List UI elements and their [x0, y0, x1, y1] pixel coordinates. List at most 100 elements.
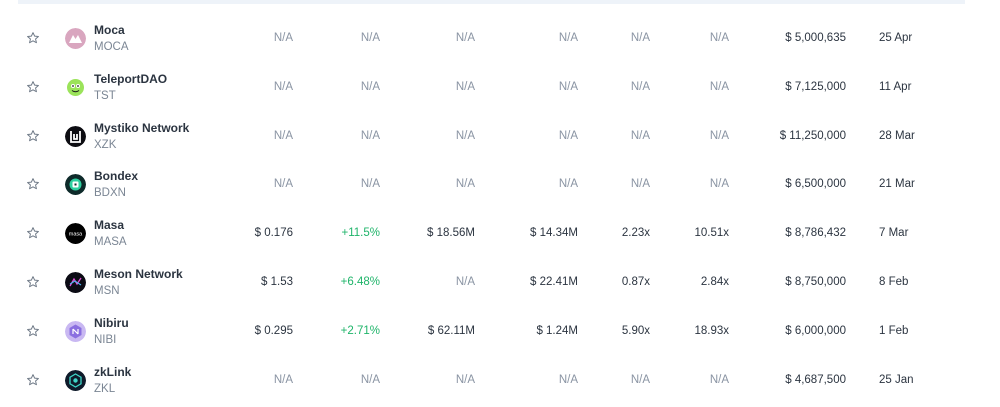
price-cell: N/A	[273, 80, 293, 93]
star-icon[interactable]	[26, 31, 40, 45]
token-name[interactable]: Nibiru	[94, 315, 129, 330]
fdv-cell: $ 22.41M	[530, 275, 578, 288]
table-row[interactable]: Nibiru NIBI $ 0.295 +2.71% $ 62.11M $ 1.…	[0, 307, 1000, 356]
roi-cell: N/A	[709, 373, 729, 386]
token-name[interactable]: TeleportDAO	[94, 71, 168, 86]
date-cell: 8 Feb	[879, 275, 909, 288]
fdv-cell: N/A	[558, 373, 578, 386]
table-row[interactable]: masa Masa MASA $ 0.176 +11.5% $ 18.56M $…	[0, 209, 1000, 258]
price-cell: N/A	[273, 32, 293, 44]
price-cell: $ 1.53	[261, 275, 293, 288]
star-icon[interactable]	[26, 177, 40, 191]
token-name[interactable]: Meson Network	[94, 266, 183, 281]
star-icon[interactable]	[26, 226, 40, 240]
date-cell: 1 Feb	[879, 324, 909, 337]
raise-cell: $ 5,000,635	[785, 32, 846, 44]
market-cap-cell: $ 62.11M	[427, 324, 475, 337]
token-symbol: NIBI	[94, 333, 117, 346]
date-cell: 21 Mar	[879, 178, 915, 191]
token-symbol: MSN	[94, 284, 120, 297]
price-cell: $ 0.295	[254, 324, 293, 337]
table-row[interactable]: zkLink ZKL N/A N/A N/A N/A N/A N/A $ 4,6…	[0, 356, 1000, 405]
star-icon[interactable]	[26, 373, 40, 387]
top-divider	[18, 0, 965, 4]
meson-logo-icon	[65, 271, 86, 293]
change-cell: +2.71%	[340, 324, 380, 337]
raise-cell: $ 7,125,000	[785, 80, 846, 93]
raise-cell: $ 6,000,000	[785, 324, 846, 337]
date-cell: 25 Apr	[879, 32, 913, 44]
roi-cell: 5.90x	[621, 324, 650, 337]
price-cell: N/A	[273, 178, 293, 191]
masa-logo-icon: masa	[65, 223, 86, 245]
change-cell: +6.48%	[340, 275, 380, 288]
token-symbol: XZK	[94, 138, 117, 151]
price-cell: N/A	[273, 129, 293, 142]
market-cap-cell: N/A	[455, 275, 475, 288]
nibiru-logo-icon	[65, 320, 86, 342]
table-row[interactable]: Moca MOCA N/A N/A N/A N/A N/A N/A $ 5,00…	[0, 14, 1000, 63]
market-cap-cell: $ 18.56M	[427, 227, 475, 240]
change-cell: N/A	[360, 178, 380, 191]
token-symbol: TST	[94, 89, 116, 102]
star-icon[interactable]	[26, 324, 40, 338]
roi-cell: N/A	[709, 80, 729, 93]
star-icon[interactable]	[26, 275, 40, 289]
star-icon[interactable]	[26, 80, 40, 94]
teleportdao-logo-icon	[65, 76, 86, 98]
token-symbol: MOCA	[94, 41, 129, 53]
market-cap-cell: N/A	[455, 32, 475, 44]
raise-cell: $ 11,250,000	[779, 129, 846, 142]
moca-logo-icon	[65, 28, 86, 49]
token-symbol: ZKL	[94, 382, 116, 395]
roi-cell: N/A	[630, 32, 650, 44]
token-name[interactable]: Mystiko Network	[94, 120, 190, 135]
bondex-logo-icon	[65, 174, 86, 196]
raise-cell: $ 4,687,500	[785, 373, 846, 386]
change-cell: N/A	[360, 129, 380, 142]
table-row[interactable]: Mystiko Network XZK N/A N/A N/A N/A N/A …	[0, 112, 1000, 161]
token-name[interactable]: Masa	[94, 218, 125, 233]
roi-cell: N/A	[709, 178, 729, 191]
change-cell: +11.5%	[341, 227, 380, 240]
date-cell: 11 Apr	[879, 80, 912, 93]
roi-cell: 2.23x	[621, 227, 650, 240]
roi-cell: N/A	[630, 80, 650, 93]
raise-cell: $ 8,786,432	[785, 227, 846, 240]
roi-cell: N/A	[630, 129, 650, 142]
fdv-cell: $ 1.24M	[536, 324, 578, 337]
table-row[interactable]: TeleportDAO TST N/A N/A N/A N/A N/A N/A …	[0, 63, 1000, 112]
date-cell: 28 Mar	[879, 129, 915, 142]
token-name[interactable]: Bondex	[94, 169, 139, 184]
token-table: Moca MOCA N/A N/A N/A N/A N/A N/A $ 5,00…	[0, 14, 1000, 404]
price-cell: $ 0.176	[254, 227, 293, 240]
change-cell: N/A	[360, 373, 380, 386]
roi-cell: N/A	[630, 178, 650, 191]
roi-cell: 18.93x	[694, 324, 729, 337]
raise-cell: $ 8,750,000	[785, 275, 846, 288]
date-cell: 25 Jan	[879, 373, 914, 386]
zklink-logo-icon	[65, 369, 86, 391]
mystiko-logo-icon	[65, 125, 86, 147]
svg-text:masa: masa	[69, 232, 83, 238]
roi-cell: 10.51x	[694, 227, 729, 240]
market-cap-cell: N/A	[455, 129, 475, 142]
token-name[interactable]: Moca	[94, 23, 125, 37]
token-name[interactable]: zkLink	[94, 364, 132, 379]
change-cell: N/A	[360, 80, 380, 93]
fdv-cell: N/A	[558, 32, 578, 44]
date-cell: 7 Mar	[879, 227, 909, 240]
price-cell: N/A	[273, 373, 293, 386]
roi-cell: 0.87x	[621, 275, 650, 288]
table-row[interactable]: Bondex BDXN N/A N/A N/A N/A N/A N/A $ 6,…	[0, 160, 1000, 209]
change-cell: N/A	[360, 32, 380, 44]
market-cap-cell: N/A	[455, 80, 475, 93]
fdv-cell: N/A	[558, 80, 578, 93]
fdv-cell: $ 14.34M	[530, 227, 578, 240]
token-symbol: BDXN	[94, 187, 126, 200]
table-row[interactable]: Meson Network MSN $ 1.53 +6.48% N/A $ 22…	[0, 258, 1000, 307]
fdv-cell: N/A	[558, 178, 578, 191]
star-icon[interactable]	[26, 129, 40, 143]
roi-cell: N/A	[709, 129, 729, 142]
token-symbol: MASA	[94, 236, 127, 249]
